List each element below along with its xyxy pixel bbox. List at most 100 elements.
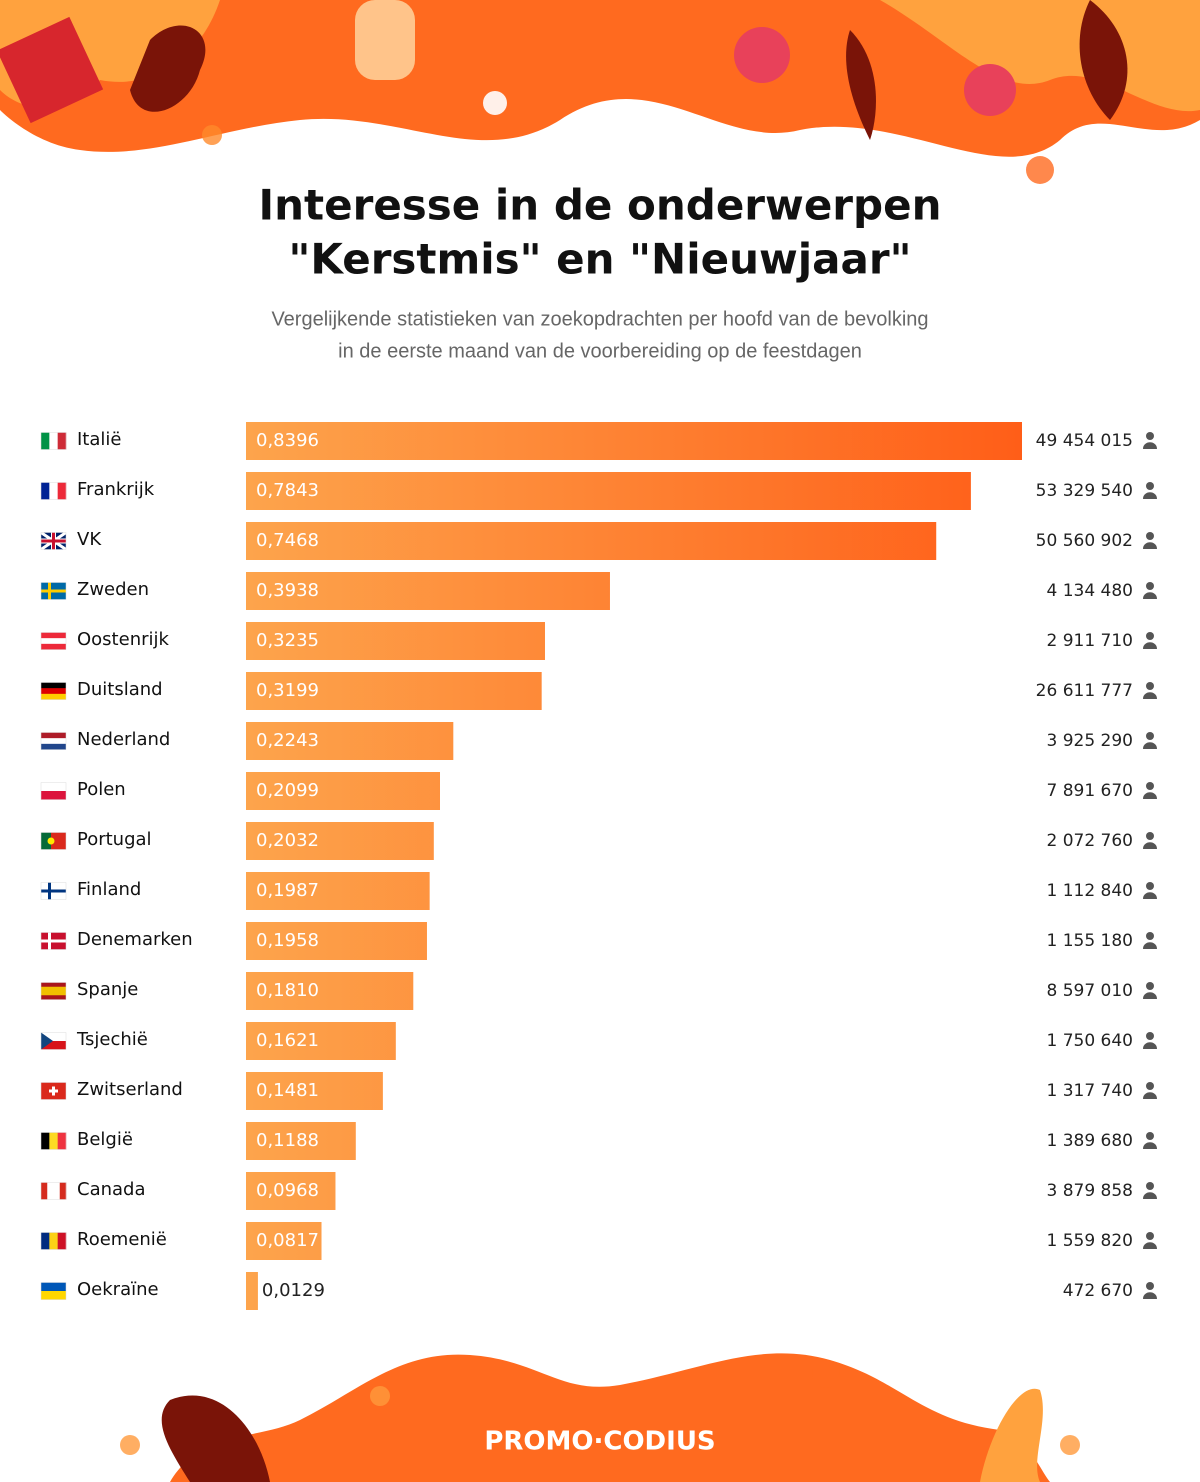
person-icon bbox=[1143, 1232, 1157, 1249]
person-icon bbox=[1143, 732, 1157, 749]
bar bbox=[246, 872, 430, 910]
bar bbox=[246, 722, 454, 760]
flag-part bbox=[41, 688, 66, 695]
person-icon bbox=[1143, 632, 1157, 649]
flag bbox=[40, 582, 67, 600]
icon-part bbox=[1146, 682, 1154, 690]
population-label: 3 879 858 bbox=[1046, 1181, 1133, 1201]
person-icon bbox=[1143, 682, 1157, 699]
bar bbox=[246, 1122, 356, 1160]
category-label: Frankrijk bbox=[77, 479, 155, 500]
bar bbox=[246, 472, 971, 510]
icon-part bbox=[1146, 1182, 1154, 1190]
population-label: 7 891 670 bbox=[1046, 781, 1133, 801]
population-label: 2 072 760 bbox=[1046, 831, 1133, 851]
flag bbox=[40, 682, 67, 700]
category-label: Nederland bbox=[77, 729, 170, 750]
flag-part bbox=[47, 1182, 54, 1200]
icon-part bbox=[1143, 442, 1157, 449]
category-label: Zweden bbox=[77, 579, 149, 600]
value-label: 0,2099 bbox=[256, 780, 319, 801]
flag bbox=[40, 832, 67, 850]
flag-part bbox=[59, 1182, 67, 1200]
icon-part bbox=[1146, 432, 1154, 440]
value-label: 0,2243 bbox=[256, 730, 319, 751]
flag-part bbox=[57, 432, 67, 450]
flag-border bbox=[40, 782, 67, 800]
population-label: 472 670 bbox=[1063, 1281, 1133, 1301]
person-icon bbox=[1143, 1132, 1157, 1149]
icon-part bbox=[1143, 892, 1157, 899]
population-label: 26 611 777 bbox=[1036, 681, 1133, 701]
chart-subtitle: Vergelijkende statistieken van zoekopdra… bbox=[271, 308, 928, 330]
flag bbox=[40, 1032, 67, 1050]
logo: PROMO·CODIUS bbox=[484, 1427, 715, 1457]
value-label: 0,1188 bbox=[256, 1130, 319, 1151]
flag-part bbox=[41, 791, 66, 800]
value-label: 0,7843 bbox=[256, 480, 319, 501]
icon-part bbox=[1146, 782, 1154, 790]
person-icon bbox=[1143, 932, 1157, 949]
flag bbox=[40, 882, 67, 900]
value-label: 0,0968 bbox=[256, 1180, 319, 1201]
category-label: Roemenië bbox=[77, 1229, 167, 1250]
bar bbox=[246, 622, 545, 660]
flag bbox=[40, 1182, 67, 1200]
flag-border bbox=[40, 932, 67, 950]
icon-part bbox=[1143, 842, 1157, 849]
flag-border bbox=[40, 482, 67, 500]
flag-part bbox=[41, 1291, 66, 1300]
flag-part bbox=[41, 1132, 50, 1150]
value-label: 0,7468 bbox=[256, 530, 319, 551]
flag-part bbox=[41, 482, 50, 500]
flag-part bbox=[49, 1232, 58, 1250]
flag-part bbox=[53, 1182, 61, 1200]
category-label: Denemarken bbox=[77, 929, 193, 950]
value-label: 0,1810 bbox=[256, 980, 319, 1001]
icon-part bbox=[1146, 1132, 1154, 1140]
category-label: Polen bbox=[77, 779, 126, 800]
flag bbox=[40, 1282, 67, 1300]
category-label: Tsjechië bbox=[76, 1029, 148, 1050]
icon-part bbox=[1146, 632, 1154, 640]
person-icon bbox=[1143, 1182, 1157, 1199]
flag-part bbox=[41, 693, 66, 700]
category-label: Oostenrijk bbox=[77, 629, 170, 650]
flag-part bbox=[49, 1089, 58, 1093]
icon-part bbox=[1143, 1292, 1157, 1299]
icon-part bbox=[1143, 692, 1157, 699]
flag bbox=[40, 632, 67, 650]
icon-part bbox=[1146, 882, 1154, 890]
person-icon bbox=[1143, 582, 1157, 599]
population-label: 50 560 902 bbox=[1036, 531, 1133, 551]
bar bbox=[246, 972, 414, 1010]
person-icon bbox=[1143, 482, 1157, 499]
flag-part bbox=[51, 832, 66, 850]
value-label: 0,0817 bbox=[256, 1230, 319, 1251]
flag bbox=[40, 1082, 67, 1100]
flag-part bbox=[57, 1132, 67, 1150]
flag-part bbox=[41, 1032, 53, 1050]
icon-part bbox=[1143, 992, 1157, 999]
flag-border bbox=[40, 432, 67, 450]
category-label: Italië bbox=[77, 429, 121, 450]
flag bbox=[40, 531, 67, 551]
bar bbox=[246, 772, 440, 810]
icon-part bbox=[1143, 542, 1157, 549]
population-label: 2 911 710 bbox=[1046, 631, 1133, 651]
flag-part bbox=[41, 986, 66, 992]
icon-part bbox=[1143, 592, 1157, 599]
icon-part bbox=[1146, 1232, 1154, 1240]
bar bbox=[246, 1022, 396, 1060]
flag-part bbox=[41, 1232, 50, 1250]
category-label: Spanje bbox=[77, 979, 138, 1000]
icon-part bbox=[1143, 1242, 1157, 1249]
flag-part bbox=[41, 782, 66, 792]
person-icon bbox=[1143, 832, 1157, 849]
population-label: 4 134 480 bbox=[1046, 581, 1133, 601]
person-icon bbox=[1143, 1032, 1157, 1049]
category-label: Oekraïne bbox=[77, 1279, 159, 1300]
flag-part bbox=[41, 1282, 66, 1292]
flag-part bbox=[41, 638, 66, 645]
icon-part bbox=[1143, 792, 1157, 799]
